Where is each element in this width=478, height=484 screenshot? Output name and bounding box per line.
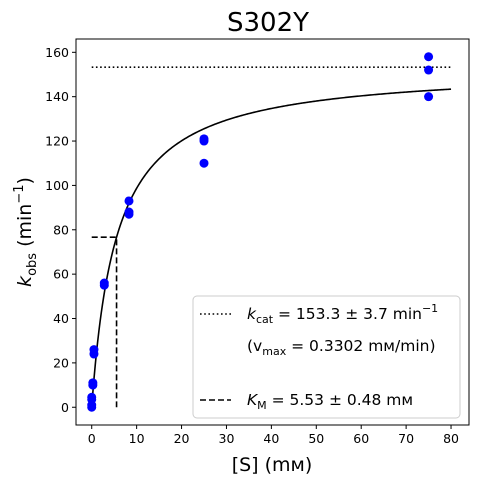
- legend-kcat-text: kcat = 153.3 ± 3.7 min−1: [247, 302, 438, 326]
- fit-curve: [90, 88, 452, 408]
- data-point: [199, 136, 209, 146]
- data-point: [424, 65, 434, 75]
- x-tick-label: 30: [219, 431, 235, 446]
- data-point: [199, 158, 209, 168]
- y-axis-label-open: (min: [14, 204, 36, 253]
- y-tick-label: 40: [53, 311, 69, 326]
- x-tick-label: 50: [308, 431, 324, 446]
- legend: kcat = 153.3 ± 3.7 min−1 (vmax = 0.3302 …: [192, 295, 461, 419]
- y-tick-label: 0: [61, 400, 69, 415]
- legend-box: [192, 295, 461, 419]
- legend-kcat-value: = 153.3 ± 3.7 min: [273, 305, 422, 323]
- legend-vmax-value: = 0.3302 mм/min): [286, 337, 435, 355]
- legend-kcat-k: k: [247, 305, 257, 323]
- km-marker: [91, 236, 118, 408]
- data-point: [124, 207, 134, 217]
- legend-vmax-sub: max: [262, 345, 286, 358]
- y-axis-label: kobs (min−1): [12, 177, 40, 287]
- legend-km-text: KM = 5.53 ± 0.48 mм: [247, 391, 413, 412]
- legend-km-sub: M: [257, 399, 267, 412]
- data-point: [99, 278, 109, 288]
- legend-vmax-open: (v: [247, 337, 262, 355]
- y-axis-label-close: ): [14, 177, 36, 184]
- y-axis-label-sup: −1: [12, 184, 27, 203]
- x-tick-label: 70: [398, 431, 414, 446]
- legend-vmax-text: (vmax = 0.3302 mм/min): [247, 337, 436, 358]
- chart-title: S302Y: [227, 8, 309, 38]
- data-point: [89, 345, 99, 355]
- data-point: [424, 92, 434, 102]
- data-point: [424, 52, 434, 62]
- data-point: [88, 378, 98, 388]
- data-point: [124, 196, 134, 206]
- y-axis-label-main: k: [14, 275, 36, 287]
- legend-km-value: = 5.53 ± 0.48 mм: [267, 391, 413, 409]
- x-tick-label: 80: [443, 431, 459, 446]
- data-point: [87, 392, 97, 402]
- x-tick-label: 40: [263, 431, 279, 446]
- x-tick-label: 60: [353, 431, 369, 446]
- legend-km-k: K: [247, 391, 259, 409]
- y-tick-label: 100: [45, 178, 69, 193]
- x-tick-label: 20: [174, 431, 190, 446]
- x-tick-label: 0: [88, 431, 96, 446]
- y-tick-label: 60: [53, 267, 69, 282]
- plot-area: [87, 52, 452, 412]
- legend-kcat-sub: cat: [256, 313, 274, 326]
- x-axis: 0 10 20 30 40 50 60 70 80: [88, 425, 459, 446]
- y-tick-label: 80: [53, 222, 69, 237]
- y-tick-label: 20: [53, 355, 69, 370]
- y-tick-label: 140: [45, 89, 69, 104]
- plot-frame: [75, 38, 470, 426]
- legend-kcat-sup: −1: [422, 302, 438, 315]
- x-axis-label: [S] (mм): [232, 454, 313, 476]
- y-axis-label-sub: obs: [25, 253, 40, 276]
- y-axis: 0 20 40 60 80 100 120 140 160: [45, 45, 76, 415]
- y-tick-label: 160: [45, 45, 69, 60]
- x-tick-label: 10: [129, 431, 145, 446]
- y-tick-label: 120: [45, 134, 69, 149]
